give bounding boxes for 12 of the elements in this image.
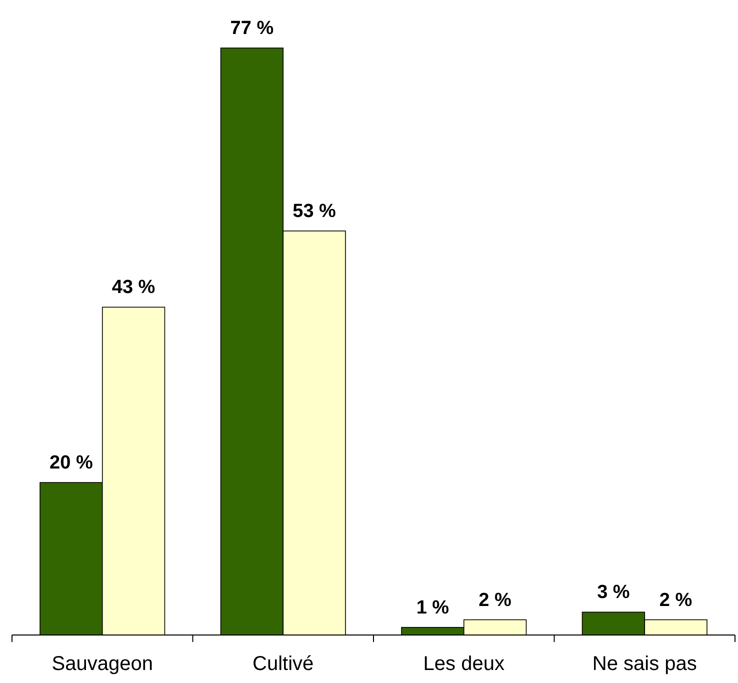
data-label: 3 %	[597, 582, 630, 604]
x-tick-label: Les deux	[423, 653, 504, 675]
x-tick-label: Sauvageon	[52, 653, 153, 675]
data-label: 53 %	[292, 200, 336, 222]
data-label: 77 %	[230, 18, 274, 39]
x-tick-label: Cultivé	[252, 653, 314, 675]
data-label: 20 %	[50, 452, 93, 474]
data-label: 1 %	[416, 597, 450, 618]
x-tick-label: Ne sais pas	[592, 653, 697, 675]
data-label: 2 %	[478, 590, 512, 611]
data-label: 43 %	[112, 277, 156, 298]
data-label: 2 %	[659, 590, 692, 611]
